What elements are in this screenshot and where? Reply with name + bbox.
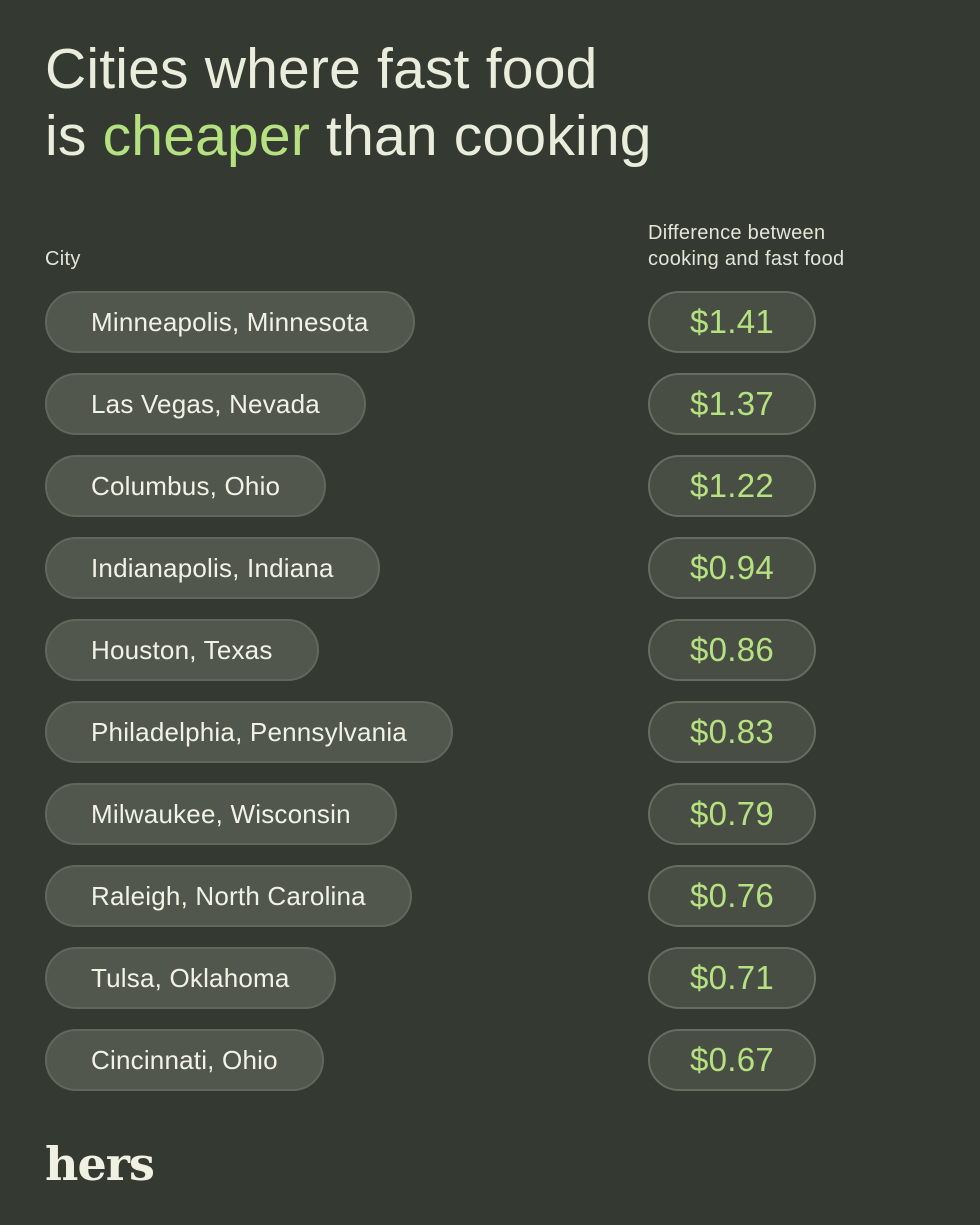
table-row: Las Vegas, Nevada $1.37 [45, 373, 935, 435]
city-label: Columbus, Ohio [91, 470, 281, 501]
value-pill: $0.86 [648, 619, 817, 681]
city-cell: Philadelphia, Pennsylvania [45, 701, 648, 763]
value-pill: $0.71 [648, 947, 817, 1009]
city-label: Las Vegas, Nevada [91, 388, 320, 419]
city-cell: Houston, Texas [45, 619, 648, 681]
value-cell: $1.37 [648, 373, 935, 435]
value-label: $1.41 [690, 303, 775, 340]
table-row: Minneapolis, Minnesota $1.41 [45, 291, 935, 353]
value-pill: $1.22 [648, 455, 817, 517]
city-label: Tulsa, Oklahoma [91, 962, 290, 993]
city-pill: Milwaukee, Wisconsin [45, 783, 397, 845]
value-pill: $0.83 [648, 701, 817, 763]
table-row: Cincinnati, Ohio $0.67 [45, 1029, 935, 1091]
value-label: $0.86 [690, 631, 775, 668]
table-row: Tulsa, Oklahoma $0.71 [45, 947, 935, 1009]
city-cell: Milwaukee, Wisconsin [45, 783, 648, 845]
city-cell: Las Vegas, Nevada [45, 373, 648, 435]
page-title: Cities where fast food is cheaper than co… [45, 0, 935, 170]
value-label: $1.37 [690, 385, 775, 422]
table-row: Houston, Texas $0.86 [45, 619, 935, 681]
table-row: Raleigh, North Carolina $0.76 [45, 865, 935, 927]
city-cell: Cincinnati, Ohio [45, 1029, 648, 1091]
value-cell: $0.83 [648, 701, 935, 763]
value-pill: $1.41 [648, 291, 817, 353]
city-pill: Cincinnati, Ohio [45, 1029, 324, 1091]
city-cell: Tulsa, Oklahoma [45, 947, 648, 1009]
value-cell: $0.86 [648, 619, 935, 681]
city-label: Philadelphia, Pennsylvania [91, 716, 407, 747]
value-pill: $0.67 [648, 1029, 817, 1091]
value-cell: $0.76 [648, 865, 935, 927]
value-label: $0.83 [690, 713, 775, 750]
city-pill: Indianapolis, Indiana [45, 537, 380, 599]
city-cell: Indianapolis, Indiana [45, 537, 648, 599]
city-label: Milwaukee, Wisconsin [91, 798, 351, 829]
value-cell: $0.79 [648, 783, 935, 845]
value-cell: $1.41 [648, 291, 935, 353]
city-pill: Minneapolis, Minnesota [45, 291, 415, 353]
city-cell: Raleigh, North Carolina [45, 865, 648, 927]
value-pill: $1.37 [648, 373, 817, 435]
title-line1: Cities where fast food [45, 37, 598, 101]
city-label: Minneapolis, Minnesota [91, 306, 369, 337]
value-label: $0.71 [690, 959, 775, 996]
value-label: $0.67 [690, 1041, 775, 1078]
value-column-header: Difference between cooking and fast food [648, 222, 845, 270]
value-cell: $0.71 [648, 947, 935, 1009]
city-pill: Raleigh, North Carolina [45, 865, 412, 927]
hers-logo: hers [45, 1137, 155, 1191]
city-pill: Houston, Texas [45, 619, 319, 681]
city-column-header: City [45, 248, 81, 270]
value-label: $0.94 [690, 549, 775, 586]
value-cell: $1.22 [648, 455, 935, 517]
city-cell: Minneapolis, Minnesota [45, 291, 648, 353]
city-label: Houston, Texas [91, 634, 273, 665]
value-pill: $0.76 [648, 865, 817, 927]
city-pill: Las Vegas, Nevada [45, 373, 366, 435]
value-pill: $0.94 [648, 537, 817, 599]
city-cell: Columbus, Ohio [45, 455, 648, 517]
city-label: Indianapolis, Indiana [91, 552, 334, 583]
table-row: Milwaukee, Wisconsin $0.79 [45, 783, 935, 845]
table-row: Columbus, Ohio $1.22 [45, 455, 935, 517]
value-label: $1.22 [690, 467, 775, 504]
city-pill: Philadelphia, Pennsylvania [45, 701, 453, 763]
value-pill: $0.79 [648, 783, 817, 845]
value-label: $0.79 [690, 795, 775, 832]
table-rows: Minneapolis, Minnesota $1.41 Las Vegas, Ne… [45, 291, 935, 1091]
city-pill: Columbus, Ohio [45, 455, 327, 517]
title-line2-suffix: than cooking [310, 104, 652, 168]
column-headers: City Difference between cooking and fast… [45, 220, 935, 272]
title-line2-prefix: is [45, 104, 103, 168]
city-pill: Tulsa, Oklahoma [45, 947, 336, 1009]
city-label: Raleigh, North Carolina [91, 880, 366, 911]
title-highlight-cheaper: cheaper [102, 104, 310, 168]
value-cell: $0.67 [648, 1029, 935, 1091]
city-label: Cincinnati, Ohio [91, 1044, 278, 1075]
table-row: Philadelphia, Pennsylvania $0.83 [45, 701, 935, 763]
value-cell: $0.94 [648, 537, 935, 599]
value-label: $0.76 [690, 877, 775, 914]
table-row: Indianapolis, Indiana $0.94 [45, 537, 935, 599]
